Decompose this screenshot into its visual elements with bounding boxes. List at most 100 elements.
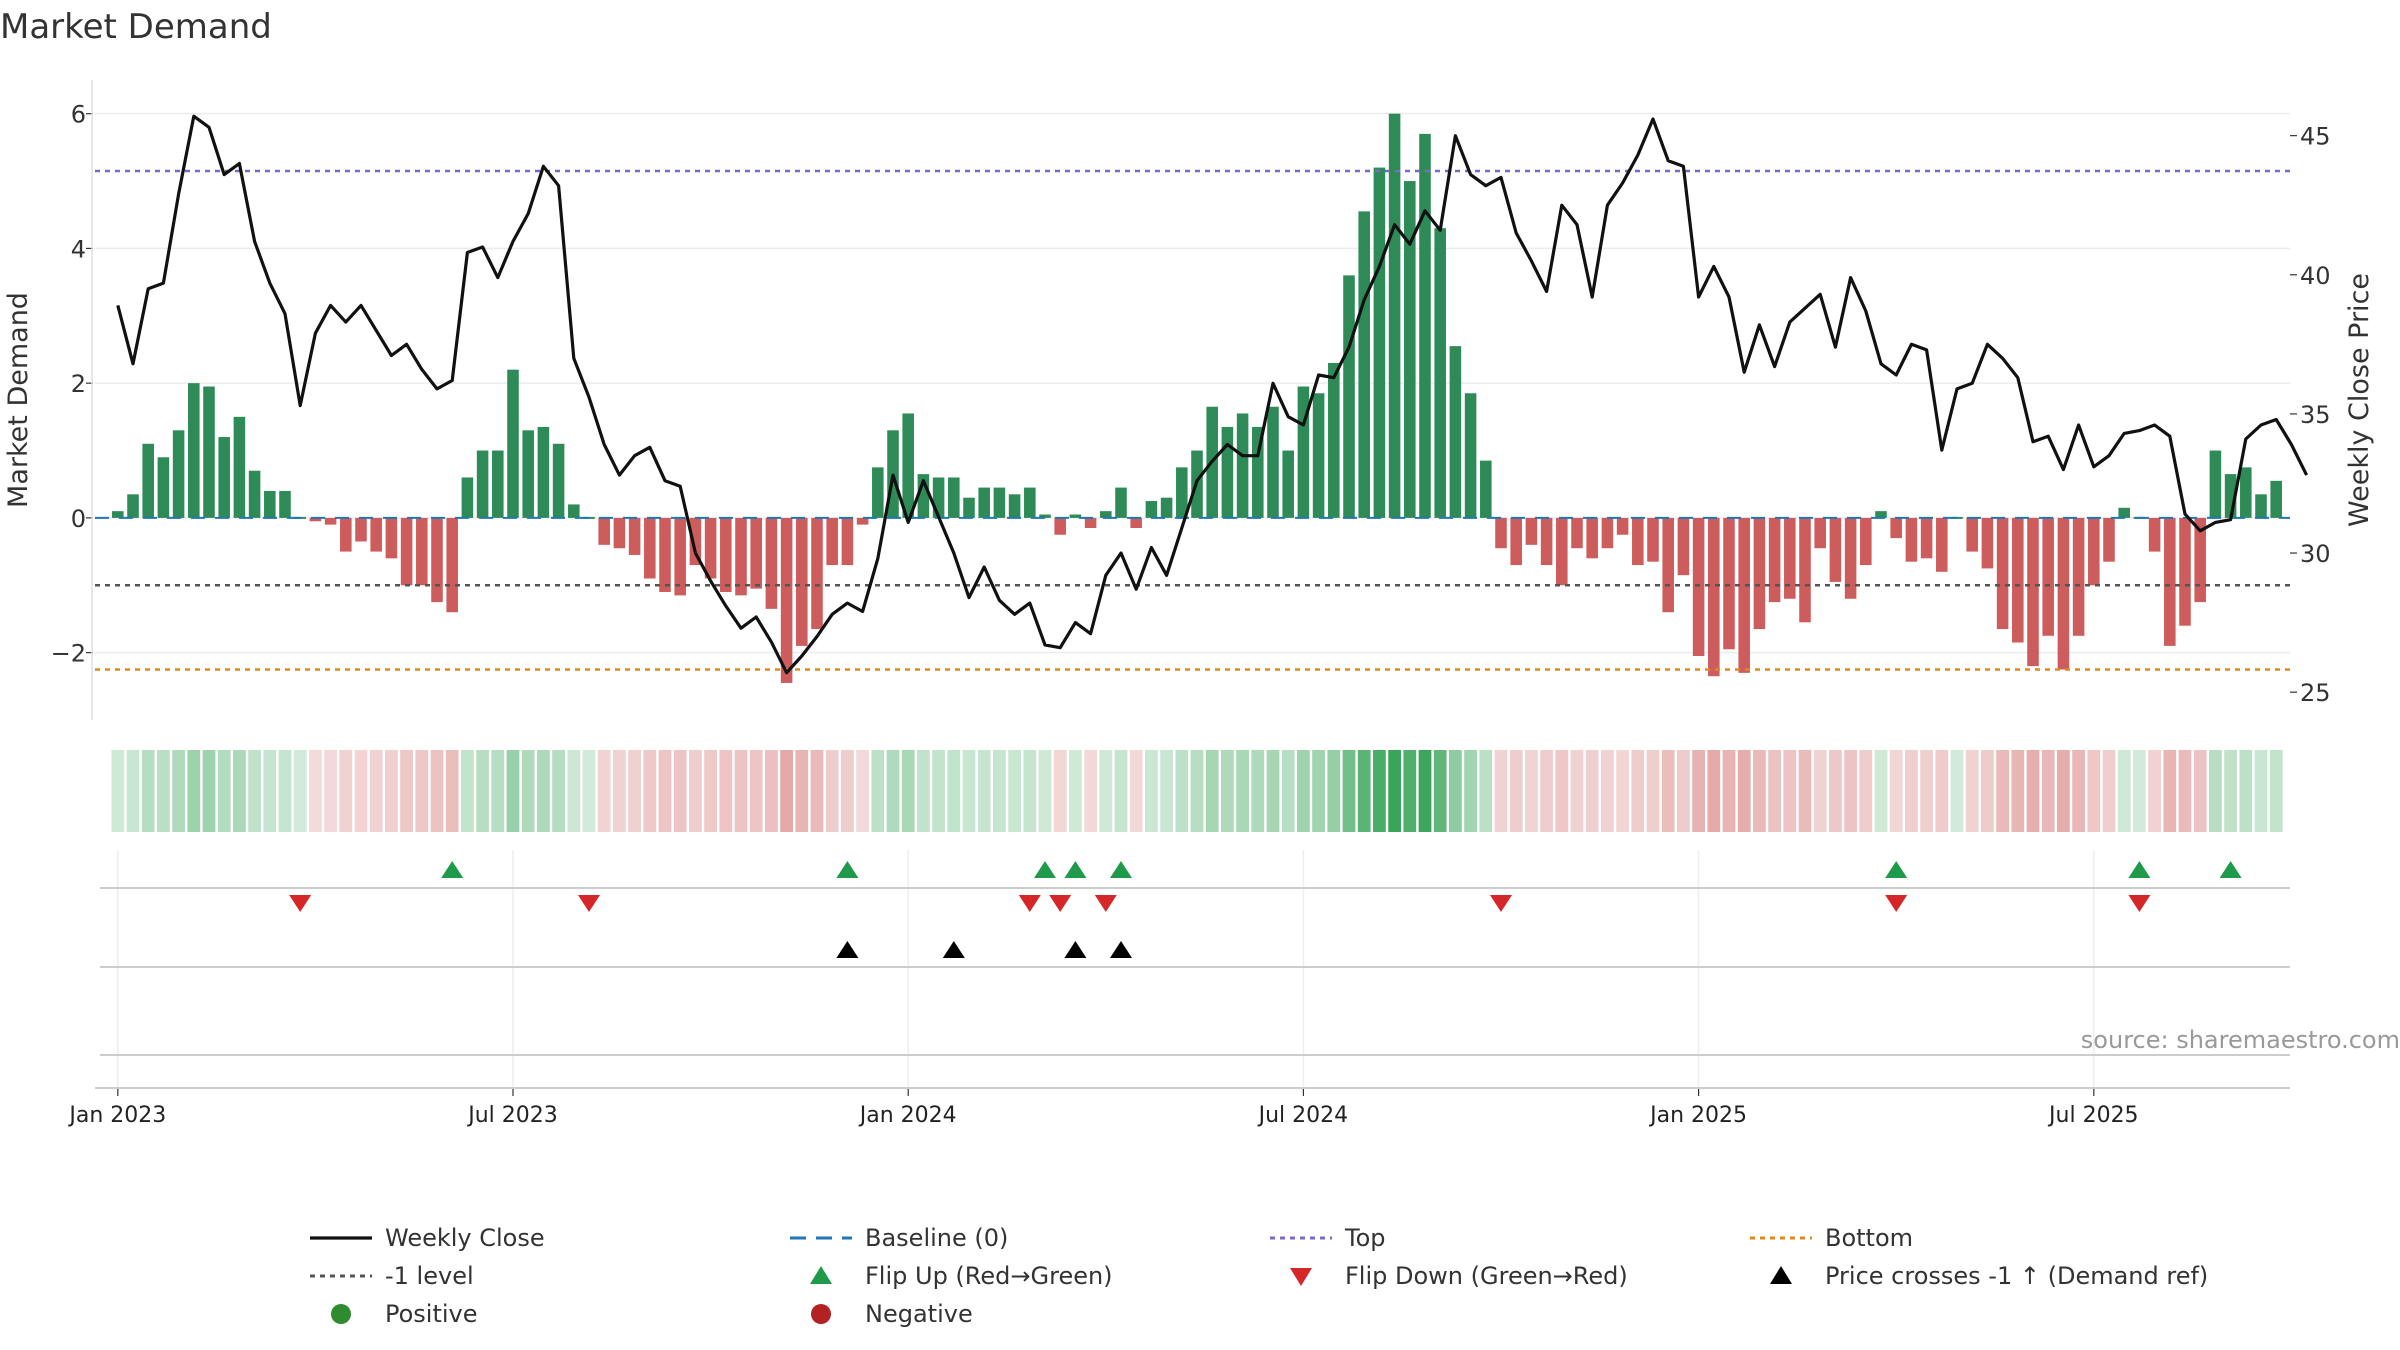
legend-label-flip-down: Flip Down (Green→Red) (1345, 1262, 1628, 1290)
strength-cell (293, 750, 307, 832)
strength-cell (1479, 750, 1493, 832)
demand-bar (1692, 517, 1705, 656)
strength-strip (111, 750, 2283, 832)
strength-cell (613, 750, 626, 832)
strength-cell (521, 750, 535, 832)
y2-tick-label: 35 (2300, 401, 2331, 429)
demand-bar (1464, 393, 1477, 518)
strength-cell (2072, 750, 2085, 832)
legend-label-baseline: Baseline (0) (865, 1224, 1008, 1252)
demand-bar (2209, 450, 2222, 518)
demand-bar (340, 517, 352, 552)
flip-up-marker (2219, 861, 2242, 878)
demand-bar (1784, 517, 1796, 599)
demand-bar (537, 426, 550, 518)
demand-bar (416, 517, 428, 586)
demand-bar (2224, 474, 2237, 518)
strength-cell (1357, 750, 1371, 832)
legend-swatch-price-cross (1770, 1266, 1792, 1284)
x-tick-label: Jul 2024 (1257, 1103, 1349, 1128)
demand-bar (1556, 517, 1568, 586)
flip-down-marker (289, 895, 312, 912)
strength-cell (1509, 750, 1523, 832)
strength-cell (324, 750, 337, 832)
flip-up-marker (1110, 861, 1132, 878)
flip-down-marker (2128, 895, 2151, 912)
strength-cell (2163, 750, 2177, 832)
strength-cell (1965, 750, 1979, 832)
demand-bar (1130, 517, 1142, 528)
flip-up-marker (441, 861, 464, 878)
demand-bar (765, 517, 778, 609)
strength-cell (1753, 750, 1766, 832)
strength-cell (111, 750, 125, 832)
demand-bar (2103, 517, 2115, 562)
strength-cell (202, 750, 216, 832)
flip-down-marker (1094, 895, 1117, 912)
demand-bar (1358, 211, 1370, 518)
strength-cell (1540, 750, 1553, 832)
demand-bar (1738, 517, 1750, 673)
demand-bar (2027, 517, 2039, 667)
strength-cell (1023, 750, 1037, 832)
demand-bar (1404, 181, 1416, 518)
strength-cell (825, 750, 839, 832)
demand-bar (780, 517, 793, 683)
strength-cell (734, 750, 748, 832)
strength-cell (1996, 750, 2009, 832)
strength-cell (1084, 750, 1097, 832)
strength-cell (1905, 750, 1918, 832)
demand-bar (2042, 517, 2054, 636)
demand-bar (112, 511, 124, 518)
demand-bar (1996, 517, 2009, 630)
demand-bar (796, 517, 808, 646)
strength-cell (597, 750, 611, 832)
demand-bar (431, 517, 443, 603)
demand-bar (1024, 487, 1036, 518)
price-cross-marker (942, 941, 965, 958)
strength-cell (1373, 750, 1386, 832)
x-tick-label: Jan 2023 (67, 1103, 166, 1128)
demand-bar (264, 490, 276, 518)
strength-cell (2178, 750, 2192, 832)
price-cross-marker (1064, 941, 1087, 958)
demand-bar (507, 369, 519, 518)
strength-cell (1221, 750, 1234, 832)
strength-cell (901, 750, 915, 832)
demand-bar (324, 517, 337, 525)
strength-cell (1038, 750, 1052, 832)
strength-cell (1677, 750, 1690, 832)
strength-cell (1129, 750, 1143, 832)
strength-cell (567, 750, 581, 832)
strength-cell (476, 750, 489, 832)
strength-cell (263, 750, 277, 832)
strength-cell (400, 750, 413, 832)
demand-bar (659, 517, 671, 592)
strength-cell (1616, 750, 1629, 832)
strength-cell (2209, 750, 2222, 832)
demand-bar (1571, 517, 1583, 549)
demand-bar (598, 517, 610, 545)
demand-bar (1495, 517, 1507, 549)
strength-cell (719, 750, 733, 832)
strength-cell (309, 750, 322, 832)
strength-cell (1661, 750, 1675, 832)
demand-bar (1981, 517, 1994, 569)
demand-bar (826, 517, 838, 566)
strength-cell (1388, 750, 1401, 832)
strength-cell (658, 750, 672, 832)
demand-bar (385, 517, 398, 559)
legend-label-positive: Positive (385, 1300, 478, 1328)
y-tick-label: −2 (51, 640, 86, 668)
demand-bar (2270, 480, 2282, 518)
strength-cell (1312, 750, 1325, 832)
demand-bar (2240, 467, 2252, 518)
demand-bar (1966, 517, 1978, 552)
demand-bar (157, 457, 170, 518)
strength-cell (339, 750, 353, 832)
demand-bar (1860, 517, 1872, 566)
strength-cell (1160, 750, 1173, 832)
demand-bar (2012, 517, 2024, 643)
demand-bar (1236, 413, 1249, 518)
